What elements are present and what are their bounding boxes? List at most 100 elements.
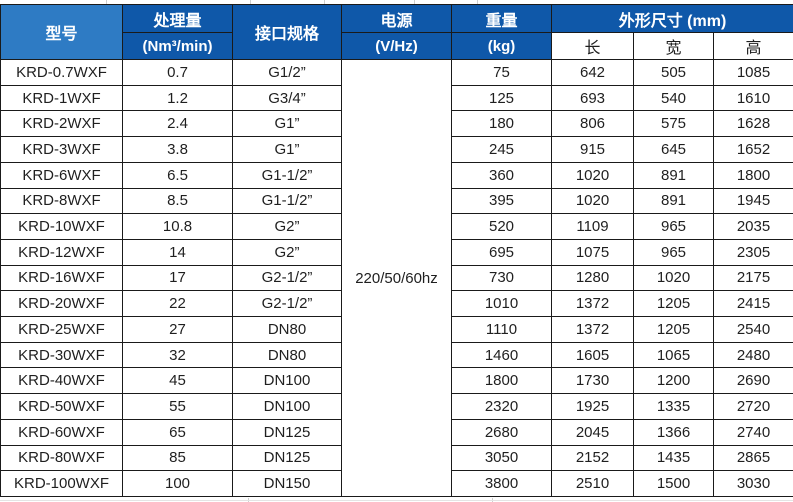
- cell-height: 3030: [713, 470, 793, 497]
- cell-interface: DN100: [232, 367, 342, 395]
- header-dimensions: 外形尺寸 (mm): [551, 4, 793, 33]
- cell-model: KRD-1WXF: [0, 84, 123, 112]
- cell-capacity: 6.5: [122, 161, 233, 189]
- cell-weight: 2680: [451, 418, 552, 446]
- cell-weight: 695: [451, 238, 552, 266]
- cell-length: 2152: [551, 444, 634, 472]
- table-row: KRD-12WXF 14 G2” 695 1075 965 2305: [0, 238, 793, 266]
- cell-length: 1280: [551, 264, 634, 292]
- cell-weight: 3800: [451, 470, 552, 497]
- cell-height: 2740: [713, 418, 793, 446]
- cell-interface: G1-1/2”: [232, 187, 342, 215]
- cell-model: KRD-2WXF: [0, 110, 123, 138]
- header-power-unit: (V/Hz): [341, 32, 452, 60]
- cell-height: 2865: [713, 444, 793, 472]
- header-row-1: 型号 处理量 接口规格 电源 重量 外形尺寸 (mm): [0, 4, 793, 60]
- cell-width: 575: [633, 110, 714, 138]
- cell-length: 1075: [551, 238, 634, 266]
- cell-capacity: 65: [122, 418, 233, 446]
- cell-interface: DN100: [232, 393, 342, 420]
- cell-weight: 1460: [451, 341, 552, 369]
- cell-interface: DN80: [232, 316, 342, 343]
- cell-weight: 3050: [451, 444, 552, 472]
- cell-length: 693: [551, 84, 634, 112]
- cell-capacity: 14: [122, 238, 233, 266]
- header-weight-unit: (kg): [451, 32, 552, 60]
- header-width: 宽: [633, 32, 714, 60]
- cell-capacity: 85: [122, 444, 233, 472]
- cell-weight: 1110: [451, 316, 552, 343]
- cell-length: 642: [551, 59, 634, 86]
- cell-width: 965: [633, 238, 714, 266]
- table-header: 型号 处理量 接口规格 电源 重量 外形尺寸 (mm) (Nm³/min) (V…: [0, 4, 793, 60]
- cell-weight: 75: [451, 59, 552, 86]
- cell-interface: G1”: [232, 110, 342, 138]
- cell-model: KRD-60WXF: [0, 418, 123, 446]
- cell-capacity: 2.4: [122, 110, 233, 138]
- cell-interface: G1”: [232, 136, 342, 163]
- cell-length: 1020: [551, 161, 634, 189]
- cell-capacity: 10.8: [122, 213, 233, 240]
- cell-model: KRD-16WXF: [0, 264, 123, 292]
- table-body: KRD-0.7WXF 0.7 G1/2” 220/50/60hz 75 642 505 108…: [0, 59, 793, 497]
- cell-weight: 730: [451, 264, 552, 292]
- cell-capacity: 0.7: [122, 59, 233, 86]
- cell-length: 1109: [551, 213, 634, 240]
- gridline-tick: [414, 0, 415, 4]
- cell-width: 1065: [633, 341, 714, 369]
- cell-height: 2175: [713, 264, 793, 292]
- cell-height: 1800: [713, 161, 793, 189]
- cell-height: 2720: [713, 393, 793, 420]
- table-row: KRD-80WXF 85 DN125 3050 2152 1435 2865: [0, 444, 793, 472]
- cell-model: KRD-10WXF: [0, 213, 123, 240]
- cell-width: 1366: [633, 418, 714, 446]
- cell-width: 540: [633, 84, 714, 112]
- cell-height: 2690: [713, 367, 793, 395]
- cell-height: 1652: [713, 136, 793, 163]
- cell-length: 2045: [551, 418, 634, 446]
- table-row: KRD-50WXF 55 DN100 2320 1925 1335 2720: [0, 393, 793, 420]
- cell-width: 891: [633, 161, 714, 189]
- cell-height: 1085: [713, 59, 793, 86]
- cell-model: KRD-0.7WXF: [0, 59, 123, 86]
- cell-capacity: 17: [122, 264, 233, 292]
- cell-power-merged: 220/50/60hz: [341, 59, 452, 497]
- header-height: 高: [713, 32, 793, 60]
- table-row: KRD-100WXF 100 DN150 3800 2510 1500 3030: [0, 470, 793, 497]
- cell-width: 645: [633, 136, 714, 163]
- cell-length: 1020: [551, 187, 634, 215]
- cell-width: 1200: [633, 367, 714, 395]
- cell-capacity: 8.5: [122, 187, 233, 215]
- header-power: 电源: [341, 4, 452, 33]
- cell-model: KRD-6WXF: [0, 161, 123, 189]
- cell-weight: 395: [451, 187, 552, 215]
- cell-weight: 360: [451, 161, 552, 189]
- cell-width: 1020: [633, 264, 714, 292]
- cell-width: 1500: [633, 470, 714, 497]
- cell-capacity: 22: [122, 290, 233, 318]
- table-row: KRD-20WXF 22 G2-1/2” 1010 1372 1205 2415: [0, 290, 793, 318]
- cell-interface: G1/2”: [232, 59, 342, 86]
- cell-weight: 125: [451, 84, 552, 112]
- cell-weight: 520: [451, 213, 552, 240]
- cell-interface: G3/4”: [232, 84, 342, 112]
- header-row-2: (Nm³/min) (V/Hz) (kg) 长 宽 高: [1, 32, 793, 60]
- cell-weight: 1010: [451, 290, 552, 318]
- cell-length: 1372: [551, 316, 634, 343]
- cell-length: 1925: [551, 393, 634, 420]
- header-weight: 重量: [451, 4, 552, 33]
- cell-model: KRD-50WXF: [0, 393, 123, 420]
- cell-model: KRD-12WXF: [0, 238, 123, 266]
- cell-capacity: 32: [122, 341, 233, 369]
- header-interface: 接口规格: [232, 4, 342, 60]
- cell-capacity: 3.8: [122, 136, 233, 163]
- cell-interface: DN125: [232, 444, 342, 472]
- gridline-horizontal: [0, 500, 793, 501]
- cell-model: KRD-80WXF: [0, 444, 123, 472]
- table-row: KRD-8WXF 8.5 G1-1/2” 395 1020 891 1945: [0, 187, 793, 215]
- cell-width: 505: [633, 59, 714, 86]
- cell-height: 2035: [713, 213, 793, 240]
- header-capacity: 处理量: [122, 4, 233, 33]
- cell-length: 1730: [551, 367, 634, 395]
- cell-interface: G2”: [232, 213, 342, 240]
